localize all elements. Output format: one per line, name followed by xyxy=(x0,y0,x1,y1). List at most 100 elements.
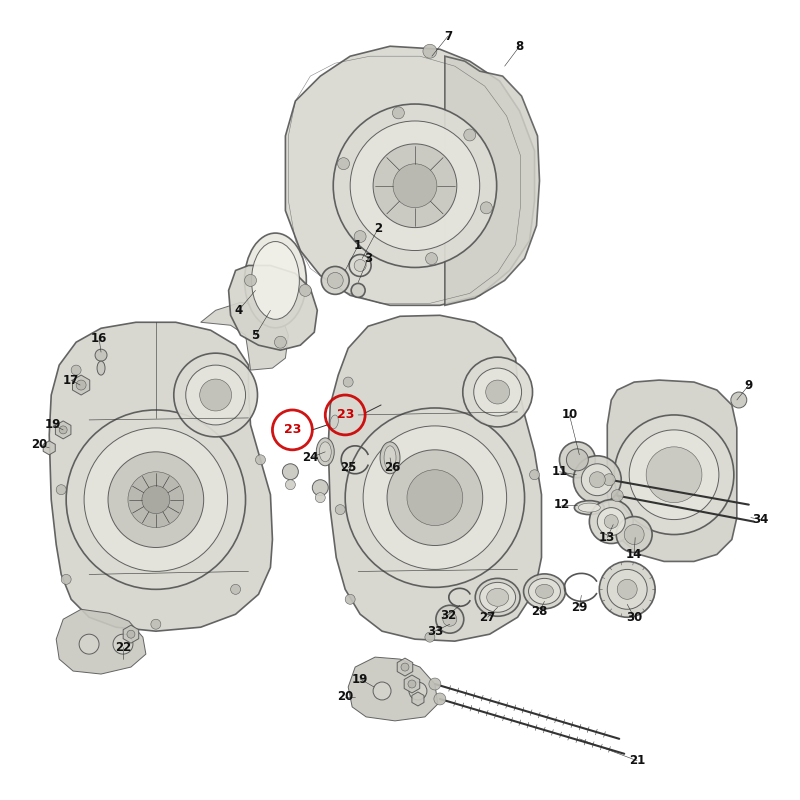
Circle shape xyxy=(338,158,350,170)
Text: 27: 27 xyxy=(479,610,496,624)
Text: 10: 10 xyxy=(562,409,578,422)
Text: 20: 20 xyxy=(31,438,47,451)
Text: 23: 23 xyxy=(284,423,301,436)
Polygon shape xyxy=(123,626,138,643)
Circle shape xyxy=(392,107,404,119)
Circle shape xyxy=(343,377,353,387)
Circle shape xyxy=(604,514,618,529)
Circle shape xyxy=(530,470,539,480)
Polygon shape xyxy=(229,266,318,350)
Circle shape xyxy=(345,408,525,587)
Circle shape xyxy=(327,273,343,288)
Text: 3: 3 xyxy=(364,252,372,265)
Circle shape xyxy=(61,574,71,584)
Circle shape xyxy=(590,500,633,543)
Text: 19: 19 xyxy=(352,673,368,686)
Ellipse shape xyxy=(380,442,400,474)
Text: 29: 29 xyxy=(571,601,587,614)
Circle shape xyxy=(71,365,81,375)
Circle shape xyxy=(128,472,184,527)
Circle shape xyxy=(598,508,626,535)
Text: 30: 30 xyxy=(626,610,642,624)
Polygon shape xyxy=(398,658,413,676)
Circle shape xyxy=(354,230,366,242)
Circle shape xyxy=(616,517,652,553)
Circle shape xyxy=(66,410,246,590)
Polygon shape xyxy=(73,375,90,395)
Circle shape xyxy=(142,486,170,514)
Circle shape xyxy=(322,266,349,294)
Circle shape xyxy=(566,449,588,470)
Ellipse shape xyxy=(535,584,554,598)
Ellipse shape xyxy=(316,438,334,466)
Text: 5: 5 xyxy=(251,329,260,342)
Text: 1: 1 xyxy=(354,239,362,252)
Text: 9: 9 xyxy=(745,378,753,391)
Circle shape xyxy=(464,129,476,141)
Circle shape xyxy=(505,594,514,604)
Polygon shape xyxy=(43,441,55,455)
Ellipse shape xyxy=(486,588,509,606)
Circle shape xyxy=(614,415,734,534)
Circle shape xyxy=(76,380,86,390)
Circle shape xyxy=(245,274,257,286)
Text: 7: 7 xyxy=(444,30,452,42)
Circle shape xyxy=(230,584,241,594)
Circle shape xyxy=(590,472,606,488)
Text: 8: 8 xyxy=(515,40,524,53)
Text: 12: 12 xyxy=(554,498,570,511)
Circle shape xyxy=(559,442,595,478)
Circle shape xyxy=(574,456,622,504)
Circle shape xyxy=(409,682,427,700)
Circle shape xyxy=(351,283,365,298)
Circle shape xyxy=(486,380,510,404)
Circle shape xyxy=(434,693,446,705)
Circle shape xyxy=(607,570,647,610)
Text: 16: 16 xyxy=(91,332,107,345)
Ellipse shape xyxy=(251,242,299,319)
Circle shape xyxy=(618,579,637,599)
Circle shape xyxy=(335,505,345,514)
Text: 24: 24 xyxy=(302,451,318,464)
Circle shape xyxy=(373,682,391,700)
Circle shape xyxy=(363,426,506,570)
Circle shape xyxy=(345,594,355,604)
Text: 17: 17 xyxy=(63,374,79,386)
Polygon shape xyxy=(286,46,534,306)
Text: 11: 11 xyxy=(551,466,567,478)
Circle shape xyxy=(350,121,480,250)
Circle shape xyxy=(282,464,298,480)
Circle shape xyxy=(462,357,533,427)
Circle shape xyxy=(599,562,655,618)
Circle shape xyxy=(436,606,464,633)
Circle shape xyxy=(582,464,614,496)
Text: 25: 25 xyxy=(340,462,356,474)
Circle shape xyxy=(315,493,326,502)
Circle shape xyxy=(286,480,295,490)
Circle shape xyxy=(312,480,328,496)
Polygon shape xyxy=(50,322,273,631)
Text: 26: 26 xyxy=(384,462,400,474)
Ellipse shape xyxy=(480,582,515,612)
Circle shape xyxy=(443,612,457,626)
Text: 2: 2 xyxy=(374,222,382,235)
Circle shape xyxy=(84,428,228,571)
Circle shape xyxy=(255,455,266,465)
Polygon shape xyxy=(328,315,542,641)
Circle shape xyxy=(334,104,497,267)
Text: 19: 19 xyxy=(45,418,62,431)
Ellipse shape xyxy=(523,574,566,609)
Circle shape xyxy=(95,349,107,361)
Text: 32: 32 xyxy=(440,609,456,622)
Text: 13: 13 xyxy=(599,531,615,544)
Circle shape xyxy=(624,525,644,545)
Circle shape xyxy=(611,490,623,502)
Circle shape xyxy=(630,430,719,519)
Text: 33: 33 xyxy=(426,625,443,638)
Text: 20: 20 xyxy=(337,690,354,703)
Ellipse shape xyxy=(384,446,396,470)
Ellipse shape xyxy=(319,442,331,462)
Circle shape xyxy=(108,452,204,547)
Polygon shape xyxy=(607,380,737,562)
Circle shape xyxy=(401,663,409,671)
